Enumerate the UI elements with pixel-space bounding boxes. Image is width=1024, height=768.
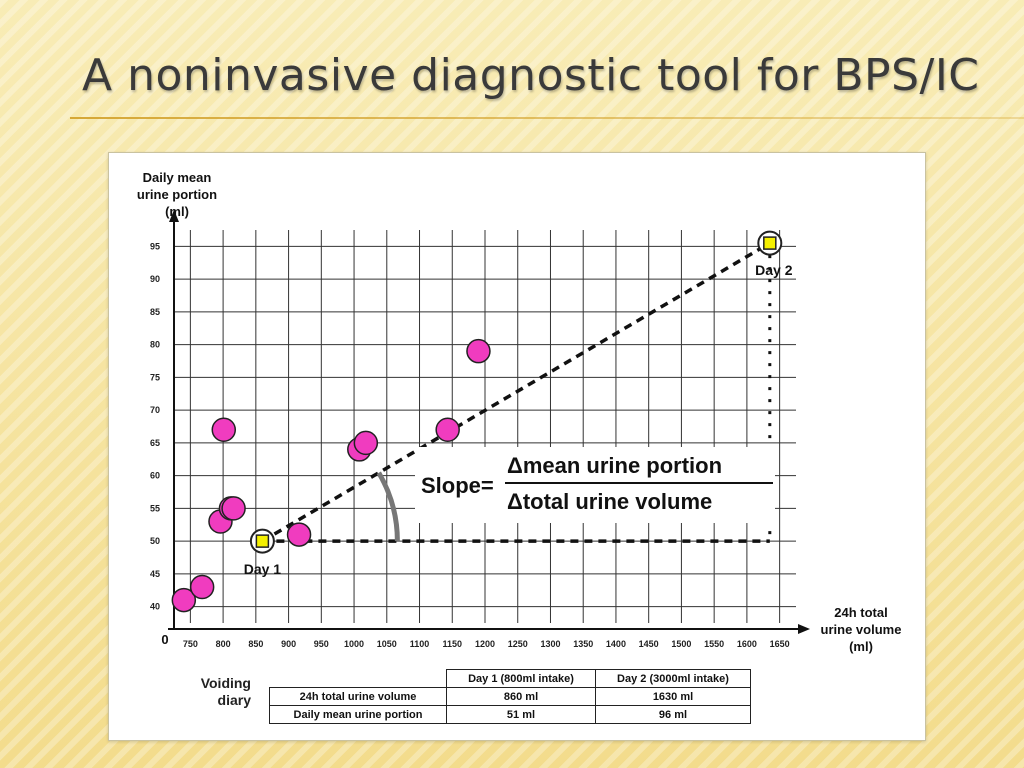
chart-axes <box>168 210 810 634</box>
x-tick-label: 1550 <box>704 639 724 649</box>
data-point <box>221 496 246 521</box>
data-point <box>286 522 312 547</box>
y-tick-label: 45 <box>150 569 160 579</box>
table-cell-day1: 860 ml <box>446 687 596 706</box>
x-tick-label: 950 <box>314 639 329 649</box>
table-corner-cell <box>269 669 447 688</box>
y-tick-label: 70 <box>150 405 160 415</box>
x-tick-label: 750 <box>183 639 198 649</box>
x-axis-title-line-3: (ml) <box>849 639 873 654</box>
slope-angle-arc <box>376 471 400 542</box>
y-axis-arrow-icon <box>169 210 179 222</box>
y-tick-label: 40 <box>150 602 160 612</box>
slope-formula-background <box>415 447 775 523</box>
x-tick-label: 1200 <box>475 639 495 649</box>
table-header-day1: Day 1 (800ml intake) <box>446 669 596 688</box>
table-header-row: Day 1 (800ml intake) Day 2 (3000ml intak… <box>269 669 751 688</box>
x-tick-label: 1300 <box>540 639 560 649</box>
slope-label: Slope= <box>421 473 494 498</box>
table-header-day2: Day 2 (3000ml intake) <box>595 669 751 688</box>
x-tick-label: 1500 <box>671 639 691 649</box>
data-point <box>435 417 460 443</box>
y-tick-label: 50 <box>150 536 160 546</box>
x-axis-title-line-1: 24h total <box>834 605 887 620</box>
y-tick-label: 65 <box>150 438 160 448</box>
data-point <box>189 574 215 600</box>
y-axis-title-line-2: urine portion <box>137 187 217 202</box>
title-divider <box>70 117 1024 119</box>
table-cell-day2: 96 ml <box>595 705 751 724</box>
slope-dashed-line <box>261 241 771 543</box>
data-point <box>466 338 491 364</box>
table-row: Daily mean urine portion 51 ml 96 ml <box>269 705 751 724</box>
x-tick-label: 850 <box>248 639 263 649</box>
slope-formula: Slope= Δmean urine portion Δtotal urine … <box>415 447 775 523</box>
voiding-diary-label: Voiding diary <box>171 675 251 709</box>
x-tick-label: 1050 <box>377 639 397 649</box>
table-row-label: Daily mean urine portion <box>269 705 447 724</box>
slope-denominator: Δtotal urine volume <box>507 489 712 514</box>
y-tick-label: 60 <box>150 471 160 481</box>
table-cell-day2: 1630 ml <box>595 687 751 706</box>
data-point <box>353 430 379 456</box>
x-tick-label: 1100 <box>410 639 430 649</box>
slope-guides <box>261 241 772 543</box>
voiding-diary-table: Day 1 (800ml intake) Day 2 (3000ml intak… <box>269 669 751 724</box>
y-axis-title-line-3: (ml) <box>165 204 189 219</box>
highlight-point-marker <box>763 236 777 250</box>
axis-titles: Daily mean urine portion (ml) 24h total … <box>137 170 902 654</box>
x-tick-label: 1450 <box>639 639 659 649</box>
data-points: Day 1 Day 2 <box>171 230 793 613</box>
day2-label: Day 2 <box>755 262 793 278</box>
x-tick-label: 1250 <box>508 639 528 649</box>
chart-tick-labels: 750 800 850 900 950 1000 1050 1100 1150 1200 1250 1… <box>150 241 790 649</box>
figure-panel: 750 800 850 900 950 1000 1050 1100 1150 1200 1250 1… <box>108 152 926 741</box>
highlight-point-marker <box>255 534 270 548</box>
y-tick-label: 80 <box>150 340 160 350</box>
slide-title: A noninvasive diagnostic tool for BPS/IC <box>82 50 980 101</box>
x-tick-label: 1150 <box>442 639 462 649</box>
data-point <box>211 417 237 443</box>
scatter-chart: 750 800 850 900 950 1000 1050 1100 1150 1200 1250 1… <box>137 170 902 654</box>
y-tick-label: 55 <box>150 503 160 513</box>
x-tick-label: 1600 <box>737 639 757 649</box>
y-tick-label: 75 <box>150 372 160 382</box>
day1-label: Day 1 <box>244 561 282 577</box>
origin-label: 0 <box>161 632 168 647</box>
x-tick-label: 1000 <box>344 639 364 649</box>
slope-numerator: Δmean urine portion <box>507 453 722 478</box>
y-tick-label: 85 <box>150 307 160 317</box>
voiding-diary-label-line-2: diary <box>217 692 251 708</box>
y-tick-label: 90 <box>150 274 160 284</box>
x-tick-label: 900 <box>281 639 296 649</box>
x-tick-label: 800 <box>216 639 231 649</box>
x-tick-label: 1400 <box>606 639 626 649</box>
data-point <box>171 587 197 613</box>
table-row-label: 24h total urine volume <box>269 687 447 706</box>
table-row: 24h total urine volume 860 ml 1630 ml <box>269 687 751 706</box>
x-tick-label: 1350 <box>573 639 593 649</box>
voiding-diary-label-line-1: Voiding <box>200 675 251 691</box>
x-axis-arrow-icon <box>798 624 810 634</box>
x-tick-label: 1650 <box>770 639 790 649</box>
y-tick-label: 95 <box>150 241 160 251</box>
table-cell-day1: 51 ml <box>446 705 596 724</box>
x-axis-title-line-2: urine volume <box>821 622 902 637</box>
y-axis-title-line-1: Daily mean <box>143 170 212 185</box>
